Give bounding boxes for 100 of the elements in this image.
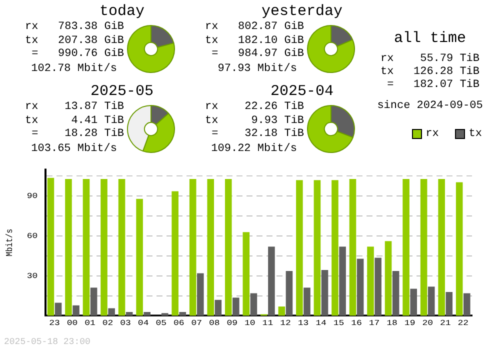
bar <box>349 178 356 316</box>
text: = 32.18 TiB <box>210 128 304 142</box>
text: tx 4.41 TiB <box>25 114 124 128</box>
x-tick-label: 12 <box>280 318 291 328</box>
bar <box>456 182 463 316</box>
bar <box>179 312 186 316</box>
bar <box>100 178 108 316</box>
x-tick-label: 11 <box>262 318 274 328</box>
bar <box>314 180 321 316</box>
y-axis-title: Mbit/s <box>4 228 16 256</box>
x-tick-label: 16 <box>351 318 362 328</box>
bar <box>172 191 178 316</box>
x-tick-label: 20 <box>422 318 433 328</box>
bar <box>367 246 374 316</box>
bar <box>402 178 410 316</box>
x-tick-label: 23 <box>49 318 60 328</box>
bar <box>161 313 168 316</box>
chart-title: today <box>98 3 146 20</box>
text: rx 13.87 TiB <box>25 101 124 114</box>
text: 2025-05-18 23:00 <box>4 337 90 347</box>
bar <box>207 178 214 316</box>
bar <box>410 288 417 316</box>
bar <box>118 178 126 316</box>
x-tick-label: 01 <box>84 318 96 328</box>
bar <box>214 300 222 316</box>
bar <box>108 308 115 316</box>
bar <box>196 273 204 316</box>
x-tick-label: 13 <box>298 318 309 328</box>
x-tick-label: 02 <box>102 318 114 328</box>
bar <box>428 286 435 316</box>
chart-title: yesterday <box>260 3 344 20</box>
text: rx 802.87 GiB <box>205 21 304 34</box>
x-tick-label: 03 <box>120 318 131 328</box>
bar <box>136 198 143 316</box>
text: all time <box>392 30 467 47</box>
bar <box>286 271 293 316</box>
chart-title: 2025-04 <box>269 83 334 100</box>
text: rx 55.79 TiB <box>380 53 480 66</box>
bar <box>90 288 98 316</box>
text: rx 783.38 GiB <box>25 21 124 34</box>
bar <box>278 306 286 316</box>
bar <box>420 178 428 316</box>
x-tick-label: 09 <box>226 318 238 328</box>
text: = 990.76 GiB <box>30 48 124 62</box>
x-tick-label: 05 <box>156 318 166 328</box>
x-tick-label: 17 <box>368 318 380 328</box>
bar <box>463 293 470 316</box>
bar <box>321 270 328 316</box>
x-tick-label: 00 <box>66 318 78 328</box>
x-tick-label: 07 <box>191 318 202 328</box>
text: 97.93 Mbit/s <box>216 62 297 76</box>
text: rx 22.26 TiB <box>205 101 304 114</box>
y-tick-label: 30 <box>26 271 38 281</box>
text: tx 207.38 GiB <box>25 34 124 48</box>
y-tick-label: 60 <box>26 232 38 241</box>
bar <box>189 178 196 316</box>
legend-label: rx <box>426 128 439 140</box>
x-tick-label: 19 <box>404 318 416 328</box>
x-tick-label: 08 <box>208 318 220 328</box>
bar <box>374 258 382 316</box>
bar <box>47 178 54 316</box>
text: 102.78 Mbit/s <box>30 62 117 76</box>
text: tx 9.93 TiB <box>205 114 304 128</box>
x-tick-label: 14 <box>316 318 326 328</box>
bar <box>54 302 62 316</box>
bar <box>332 180 338 316</box>
legend-label: tx <box>468 128 482 140</box>
x-tick-label: 21 <box>440 318 451 328</box>
text: = 182.07 TiB <box>386 79 480 92</box>
text: 109.22 Mbit/s <box>210 142 297 156</box>
y-tick-label: 90 <box>26 192 38 201</box>
x-tick-label: 06 <box>173 318 184 328</box>
x-tick-label: 10 <box>244 318 256 328</box>
bar <box>339 246 346 316</box>
bar <box>384 241 392 316</box>
text: = 984.97 GiB <box>210 48 304 62</box>
chart-title: 2025-05 <box>89 83 154 100</box>
x-tick-label: 18 <box>386 318 398 328</box>
x-tick-label: 15 <box>333 318 344 328</box>
bar <box>446 292 453 316</box>
bar <box>144 312 150 316</box>
bar <box>438 178 445 316</box>
bar <box>296 180 303 316</box>
bar <box>224 178 232 316</box>
bar <box>356 258 364 316</box>
bar <box>268 246 275 316</box>
bar <box>82 178 90 316</box>
bar <box>72 305 80 316</box>
x-tick-label: 04 <box>138 318 149 328</box>
x-tick-label: 22 <box>458 318 469 328</box>
bar <box>232 298 240 316</box>
bar <box>126 312 133 316</box>
bar <box>250 293 258 316</box>
bar <box>65 178 72 316</box>
text: tx 182.10 GiB <box>205 34 304 48</box>
bar <box>242 232 250 316</box>
text: tx 126.28 TiB <box>380 66 480 79</box>
text: since 2024-09-05 <box>377 100 483 113</box>
bar <box>392 271 400 316</box>
text: 103.65 Mbit/s <box>30 142 117 156</box>
